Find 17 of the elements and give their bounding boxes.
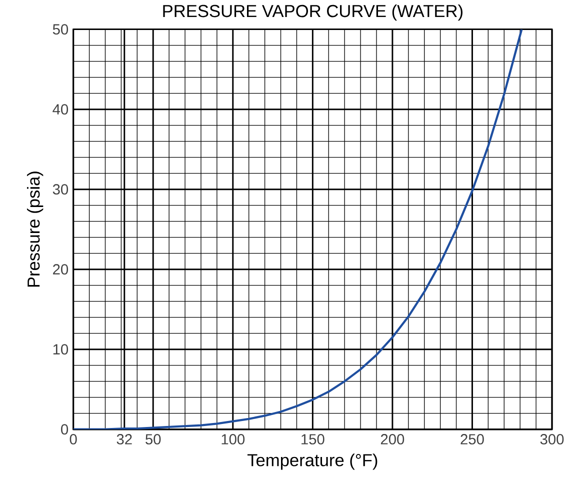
x-tick-label: 0 (70, 434, 77, 444)
x-tick-label: 200 (380, 434, 404, 444)
y-tick-label: 20 (53, 264, 68, 275)
x-axis-title: Temperature (°F) (247, 454, 378, 470)
x-tick-label: 150 (302, 434, 324, 444)
x-tick-label: 300 (540, 434, 564, 444)
y-tick-label: 30 (52, 184, 68, 195)
y-tick-label: 40 (52, 104, 68, 115)
chart-title: PRESSURE VAPOR CURVE (WATER) (163, 4, 462, 21)
x-tick-label: 32 (116, 434, 132, 444)
y-tick-label: 50 (52, 24, 68, 35)
x-tick-label: 250 (460, 434, 484, 444)
y-tick-label: 0 (61, 424, 68, 435)
x-tick-label: 50 (146, 434, 161, 444)
x-tick-label: 100 (222, 434, 245, 444)
y-tick-label: 10 (53, 344, 68, 355)
y-axis-title: Pressure (psia) (26, 172, 44, 287)
